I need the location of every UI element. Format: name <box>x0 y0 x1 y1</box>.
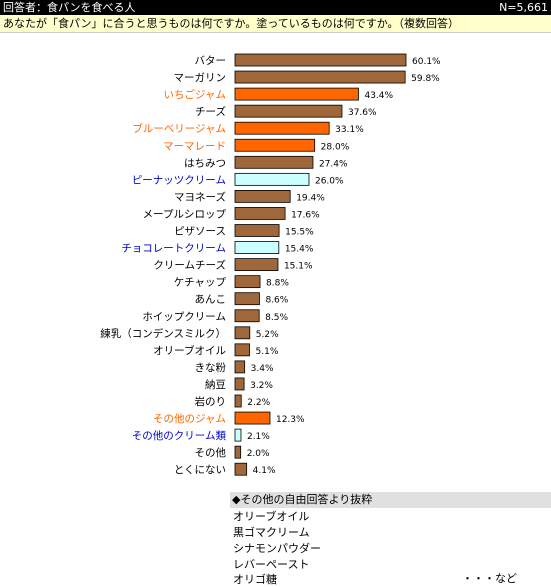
free-answer-item: レバーペースト <box>233 558 310 571</box>
bar <box>234 360 246 374</box>
free-answer-item: オリゴ糖 <box>233 573 277 586</box>
value-label: 5.1% <box>256 347 279 357</box>
value-label: 2.1% <box>247 432 270 442</box>
value-label: 33.1% <box>335 125 364 135</box>
value-label: 37.6% <box>348 108 377 118</box>
value-label: 27.4% <box>319 159 348 169</box>
bar <box>234 207 286 220</box>
value-label: 59.8% <box>411 74 440 84</box>
category-label: その他 <box>195 446 227 459</box>
bar <box>234 224 280 237</box>
bar <box>234 309 260 323</box>
value-label: 8.5% <box>265 313 288 323</box>
category-label: その他のクリーム類 <box>132 429 227 442</box>
bar <box>234 121 330 135</box>
bar <box>234 155 314 169</box>
bar <box>234 172 310 186</box>
value-label: 43.4% <box>364 91 393 101</box>
value-label: 8.6% <box>265 296 288 306</box>
value-label: 4.1% <box>253 466 276 476</box>
bar <box>234 53 407 67</box>
category-label: その他のジャム <box>153 412 226 425</box>
value-label: 3.2% <box>250 381 273 391</box>
value-label: 8.8% <box>266 279 289 289</box>
bar <box>234 70 406 84</box>
category-label: オリーブオイル <box>153 344 226 357</box>
category-label: マヨネーズ <box>174 190 226 203</box>
bar <box>234 411 271 425</box>
category-label: メープルシロップ <box>143 208 227 220</box>
category-label: ブルーベリージャム <box>132 122 226 135</box>
value-label: 19.4% <box>296 193 325 203</box>
free-answer-item: オリーブオイル <box>233 510 310 523</box>
bar <box>234 377 245 391</box>
value-label: 5.2% <box>256 330 279 340</box>
header-bar: 回答者：食パンを食べる人 N=5,661 <box>0 0 551 15</box>
category-label: きな粉 <box>195 361 227 374</box>
bar <box>234 258 279 272</box>
free-answer-item: 黒ゴマクリーム <box>233 526 310 539</box>
sample-size: N=5,661 <box>499 1 548 14</box>
value-label: 17.6% <box>291 210 320 220</box>
bar <box>234 394 242 408</box>
bar-chart: バター 60.1% マーガリン 59.8% いちごジャム 43.4% チーズ 37.6% ブルー… <box>100 53 441 476</box>
value-label: 2.2% <box>247 398 270 408</box>
category-label: マーマレード <box>163 140 226 152</box>
bar <box>234 445 242 459</box>
category-label: チョコレートクリーム <box>121 243 226 255</box>
bar <box>234 343 250 357</box>
value-label: 15.5% <box>285 228 314 238</box>
bar <box>234 104 343 118</box>
bar <box>234 292 260 306</box>
free-answers-title: ◆その他の自由回答より抜粋 <box>230 492 551 508</box>
value-label: 26.0% <box>315 176 344 186</box>
question-bar: あなたが「食パン」に合うと思うものは何ですか。塗っているものは何ですか。（複数回… <box>0 15 551 33</box>
question-text: あなたが「食パン」に合うと思うものは何ですか。塗っているものは何ですか。（複数回… <box>3 17 460 30</box>
value-label: 28.0% <box>321 142 350 152</box>
value-label: 15.1% <box>284 262 313 272</box>
bar <box>234 428 242 442</box>
value-label: 3.4% <box>251 364 274 374</box>
category-label: ケチャップ <box>174 277 227 289</box>
category-label: とくにない <box>174 464 226 476</box>
value-label: 60.1% <box>412 57 441 67</box>
bar <box>234 462 248 476</box>
category-label: クリームチーズ <box>153 259 226 272</box>
category-label: いちごジャム <box>164 88 226 101</box>
category-label: 岩のり <box>195 395 227 408</box>
bar <box>234 189 291 203</box>
bar <box>234 275 261 289</box>
value-label: 15.4% <box>285 245 314 255</box>
bar <box>234 241 280 254</box>
respondent-title: 回答者：食パンを食べる人 <box>3 1 136 14</box>
category-label: ホイップクリーム <box>142 311 226 323</box>
category-label: ピーナッツクリーム <box>132 174 226 186</box>
category-label: あんこ <box>195 294 227 306</box>
value-label: 12.3% <box>276 415 305 425</box>
free-answer-item: シナモンパウダー <box>233 542 321 555</box>
value-label: 2.0% <box>247 449 270 459</box>
bar <box>234 138 316 152</box>
bar <box>234 326 251 340</box>
category-label: チーズ <box>195 105 226 118</box>
category-label: 練乳（コンデンスミルク） <box>100 327 226 340</box>
category-label: ピザソース <box>174 226 226 238</box>
category-label: バター <box>195 55 227 67</box>
bar <box>234 87 359 101</box>
free-answers-etc: ・・・など <box>462 572 517 585</box>
category-label: 納豆 <box>205 378 226 391</box>
free-answers-panel: ◆その他の自由回答より抜粋 オリーブオイル 黒ゴマクリーム シナモンパウダー レ… <box>230 492 551 587</box>
category-label: はちみつ <box>184 157 226 169</box>
category-label: マーガリン <box>174 72 227 84</box>
